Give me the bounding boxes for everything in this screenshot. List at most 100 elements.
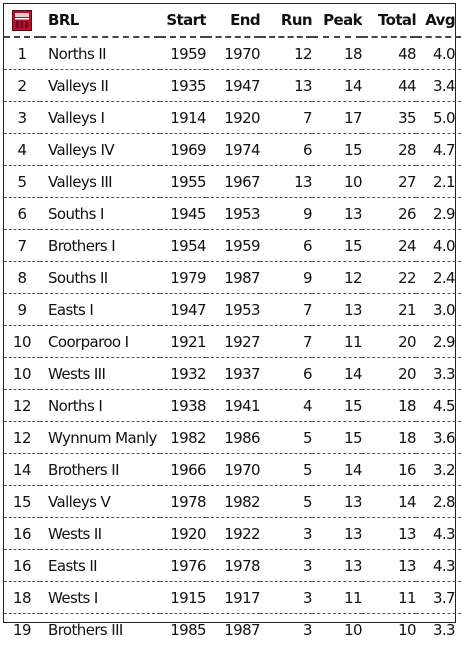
- cell-run: 12: [260, 37, 312, 70]
- cell-run: 5: [260, 486, 312, 518]
- col-header-avg[interactable]: Avg: [416, 4, 461, 37]
- cell-peak: 14: [312, 358, 362, 390]
- cell-team: Brothers II: [40, 454, 160, 486]
- cell-rank: 12: [4, 390, 40, 422]
- cell-total: 11: [362, 582, 416, 614]
- cell-end: 1922: [206, 518, 260, 550]
- cell-peak: 11: [312, 326, 362, 358]
- cell-peak: 13: [312, 486, 362, 518]
- cell-start: 1985: [160, 614, 206, 645]
- cell-end: 1947: [206, 70, 260, 102]
- cell-total: 44: [362, 70, 416, 102]
- col-header-end[interactable]: End: [206, 4, 260, 37]
- cell-total: 26: [362, 198, 416, 230]
- cell-peak: 15: [312, 134, 362, 166]
- cell-peak: 13: [312, 518, 362, 550]
- cell-peak: 12: [312, 262, 362, 294]
- cell-run: 9: [260, 198, 312, 230]
- cell-run: 7: [260, 294, 312, 326]
- cell-avg: 3.6: [416, 422, 461, 454]
- cell-team: Wests III: [40, 358, 160, 390]
- cell-rank: 10: [4, 326, 40, 358]
- cell-start: 1966: [160, 454, 206, 486]
- cell-end: 1974: [206, 134, 260, 166]
- cell-start: 1920: [160, 518, 206, 550]
- cell-start: 1954: [160, 230, 206, 262]
- cell-team: Valleys I: [40, 102, 160, 134]
- cell-rank: 19: [4, 614, 40, 645]
- col-header-team[interactable]: BRL: [40, 4, 160, 37]
- cell-peak: 14: [312, 70, 362, 102]
- cell-peak: 15: [312, 230, 362, 262]
- cell-end: 1978: [206, 550, 260, 582]
- cell-start: 1921: [160, 326, 206, 358]
- cell-peak: 15: [312, 390, 362, 422]
- cell-rank: 10: [4, 358, 40, 390]
- cell-rank: 7: [4, 230, 40, 262]
- cell-start: 1978: [160, 486, 206, 518]
- cell-avg: 4.3: [416, 550, 461, 582]
- cell-rank: 9: [4, 294, 40, 326]
- cell-rank: 14: [4, 454, 40, 486]
- col-header-start[interactable]: Start: [160, 4, 206, 37]
- cell-start: 1976: [160, 550, 206, 582]
- cell-rank: 12: [4, 422, 40, 454]
- cell-end: 1937: [206, 358, 260, 390]
- cell-rank: 5: [4, 166, 40, 198]
- cell-team: Valleys V: [40, 486, 160, 518]
- cell-total: 24: [362, 230, 416, 262]
- cell-rank: 1: [4, 37, 40, 70]
- cell-rank: 6: [4, 198, 40, 230]
- cell-team: Norths II: [40, 37, 160, 70]
- brl-crest-icon: [12, 10, 32, 31]
- cell-avg: 3.2: [416, 454, 461, 486]
- cell-total: 21: [362, 294, 416, 326]
- cell-rank: 18: [4, 582, 40, 614]
- cell-run: 3: [260, 550, 312, 582]
- cell-end: 1982: [206, 486, 260, 518]
- cell-end: 1959: [206, 230, 260, 262]
- cell-end: 1920: [206, 102, 260, 134]
- cell-team: Norths I: [40, 390, 160, 422]
- col-header-peak[interactable]: Peak: [312, 4, 362, 37]
- cell-peak: 13: [312, 198, 362, 230]
- cell-end: 1967: [206, 166, 260, 198]
- logo-cell: [4, 4, 40, 37]
- cell-total: 18: [362, 390, 416, 422]
- cell-start: 1932: [160, 358, 206, 390]
- cell-peak: 10: [312, 166, 362, 198]
- col-header-run[interactable]: Run: [260, 4, 312, 37]
- cell-run: 9: [260, 262, 312, 294]
- cell-team: Brothers III: [40, 614, 160, 645]
- cell-run: 7: [260, 102, 312, 134]
- cell-total: 22: [362, 262, 416, 294]
- cell-total: 13: [362, 550, 416, 582]
- cell-team: Coorparoo I: [40, 326, 160, 358]
- cell-team: Brothers I: [40, 230, 160, 262]
- cell-peak: 18: [312, 37, 362, 70]
- cell-run: 13: [260, 70, 312, 102]
- cell-avg: 2.1: [416, 166, 461, 198]
- cell-rank: 4: [4, 134, 40, 166]
- cell-team: Easts I: [40, 294, 160, 326]
- cell-avg: 4.0: [416, 230, 461, 262]
- col-header-total[interactable]: Total: [362, 4, 416, 37]
- cell-start: 1955: [160, 166, 206, 198]
- cell-end: 1917: [206, 582, 260, 614]
- cell-avg: 3.0: [416, 294, 461, 326]
- cell-peak: 17: [312, 102, 362, 134]
- cell-start: 1914: [160, 102, 206, 134]
- cell-end: 1927: [206, 326, 260, 358]
- cell-start: 1959: [160, 37, 206, 70]
- cell-avg: 4.7: [416, 134, 461, 166]
